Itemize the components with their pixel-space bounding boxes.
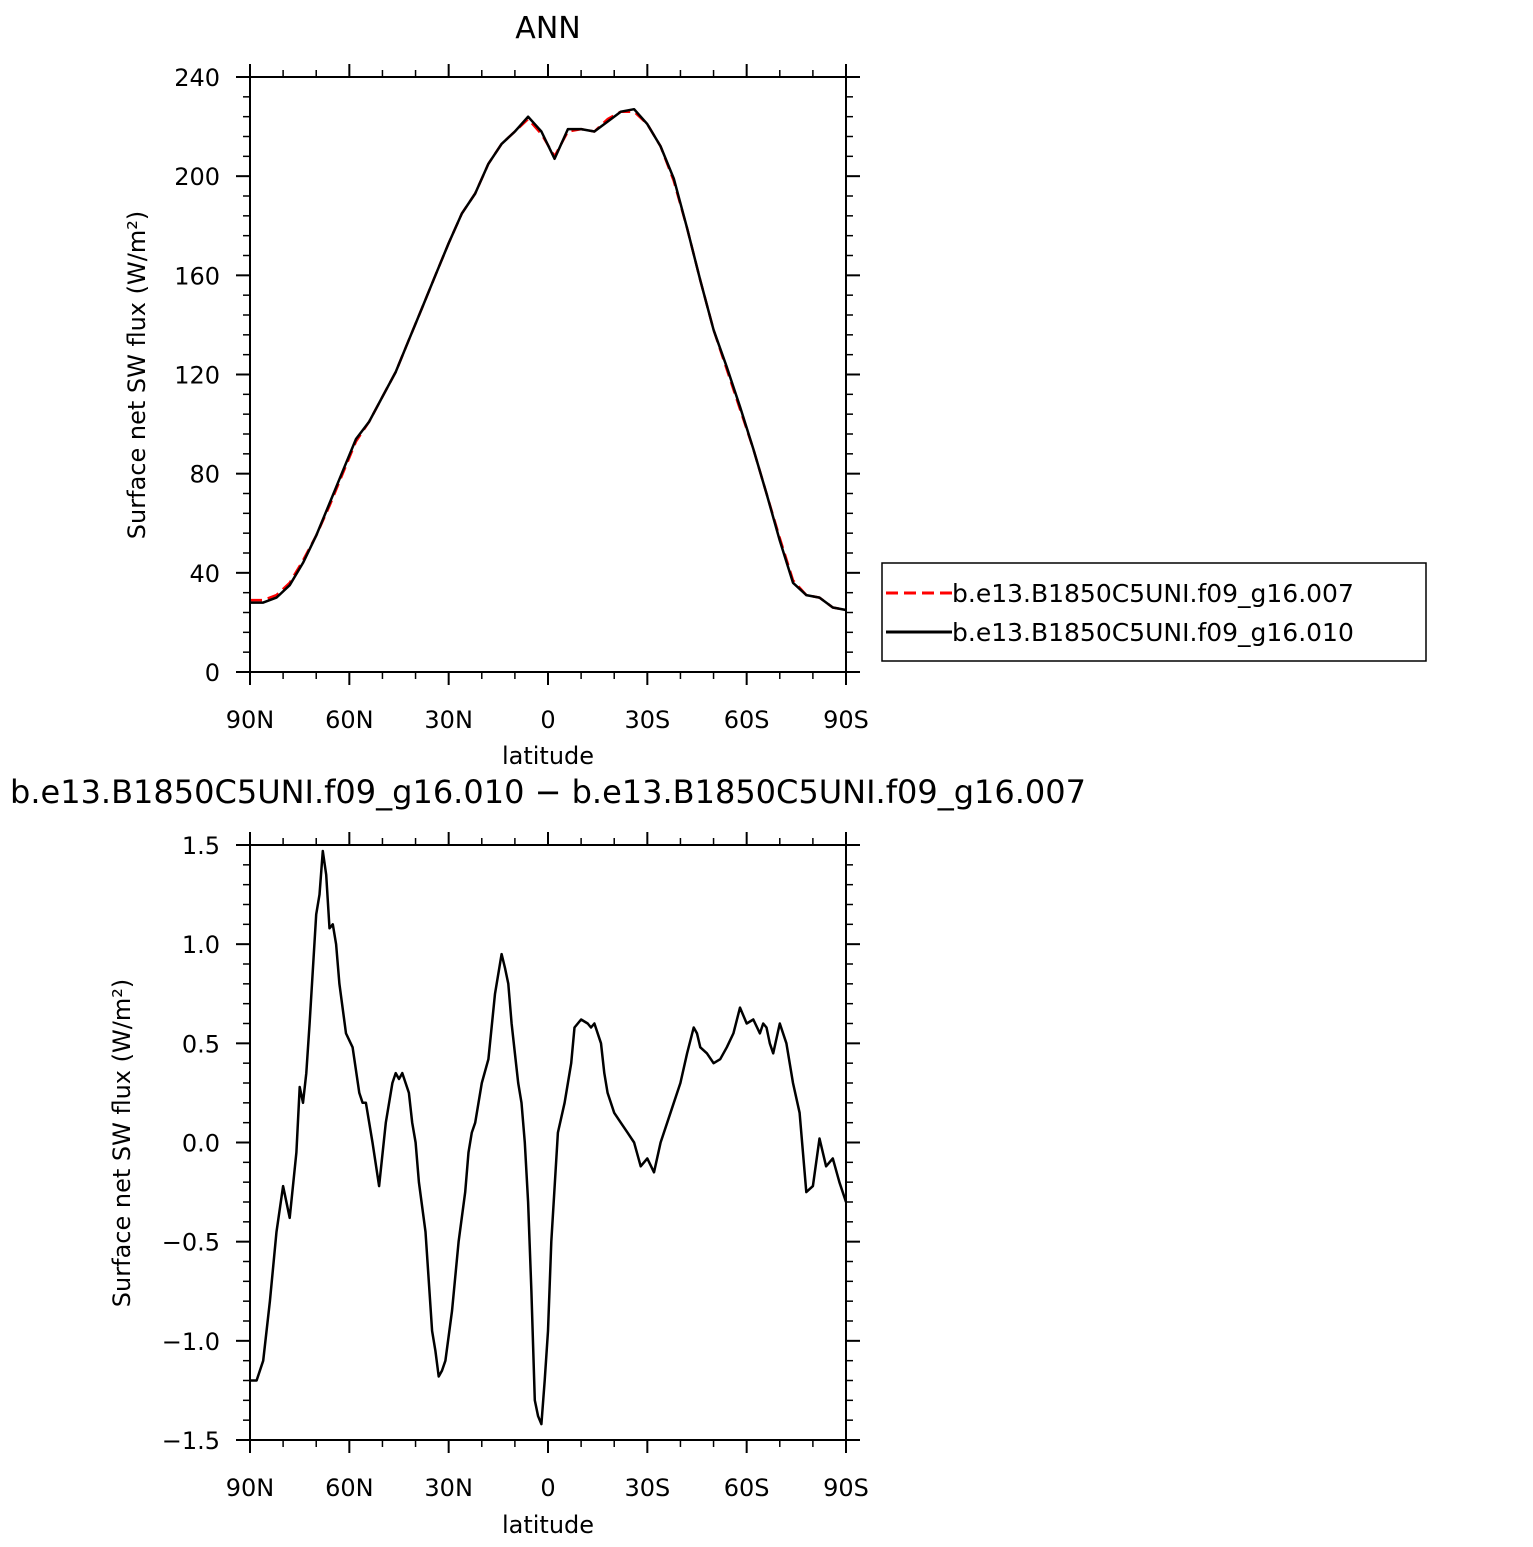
top-chart-title: ANN — [515, 11, 580, 46]
bottom-x-tick-label: 90N — [226, 1474, 275, 1502]
bottom-y-tick-label: 1.0 — [182, 931, 220, 959]
top-y-axis-label: Surface net SW flux (W/m²) — [123, 211, 151, 539]
bottom-y-tick-label: 0.5 — [182, 1030, 220, 1058]
top-y-tick-label: 80 — [189, 461, 220, 489]
top-x-tick-label: 90N — [226, 706, 275, 734]
top-y-tick-label: 120 — [174, 362, 220, 390]
top-series-lines — [250, 107, 847, 612]
legend-box — [881, 562, 1427, 662]
bottom-ticks: 90N 60N 30N 0 30S 60S 90S −1.5 −1.0 −0.5 0.0 0.5 1.0… — [162, 832, 869, 1502]
top-x-tick-label: 30N — [424, 706, 473, 734]
bottom-x-tick-label: 30N — [424, 1474, 473, 1502]
legend: b.e13.B1850C5UNI.f09_g16.007 b.e13.B1850… — [881, 562, 1427, 662]
bottom-panel: b.e13.B1850C5UNI.f09_g16.010 − b.e13.B18… — [10, 773, 1086, 1539]
bottom-plot-frame — [249, 844, 847, 1441]
top-x-tick-label: 90S — [823, 706, 869, 734]
top-y-tick-label: 40 — [189, 560, 220, 588]
bottom-x-tick-label: 60N — [325, 1474, 374, 1502]
top-y-tick-label: 160 — [174, 262, 220, 290]
bottom-x-tick-label: 0 — [540, 1474, 555, 1502]
bottom-y-tick-label: −1.0 — [162, 1328, 220, 1356]
bottom-x-tick-label: 60S — [724, 1474, 770, 1502]
bottom-x-tick-label: 90S — [823, 1474, 869, 1502]
top-series-line-0 — [250, 110, 847, 612]
legend-label-007: b.e13.B1850C5UNI.f09_g16.007 — [952, 579, 1354, 608]
bottom-x-axis-label: latitude — [502, 1511, 594, 1539]
bottom-y-tick-label: −0.5 — [162, 1229, 220, 1257]
bottom-y-tick-label: 1.5 — [182, 832, 220, 860]
top-series-line-1 — [250, 107, 847, 612]
bottom-y-tick-label: 0.0 — [182, 1130, 220, 1158]
top-x-tick-label: 60N — [325, 706, 374, 734]
legend-label-010: b.e13.B1850C5UNI.f09_g16.010 — [952, 618, 1354, 647]
bottom-x-tick-label: 30S — [624, 1474, 670, 1502]
top-x-tick-label: 0 — [540, 706, 555, 734]
bottom-y-axis-label: Surface net SW flux (W/m²) — [108, 979, 136, 1307]
top-y-tick-label: 240 — [174, 64, 220, 92]
top-plot-frame — [249, 76, 847, 673]
bottom-y-tick-label: −1.5 — [162, 1427, 220, 1455]
top-y-tick-label: 200 — [174, 163, 220, 191]
top-y-tick-label: 0 — [205, 659, 220, 687]
bottom-series-line-0 — [250, 849, 848, 1426]
top-ticks: 90N 60N 30N 0 30S 60S 90S 0 40 80 120 160 200 240 — [174, 64, 869, 734]
top-panel: ANN Surface net SW flux (W/m²) latitude … — [123, 11, 869, 770]
bottom-series-lines — [250, 849, 848, 1426]
top-x-axis-label: latitude — [502, 742, 594, 770]
top-x-tick-label: 30S — [624, 706, 670, 734]
top-x-tick-label: 60S — [724, 706, 770, 734]
bottom-chart-title: b.e13.B1850C5UNI.f09_g16.010 − b.e13.B18… — [10, 773, 1086, 811]
